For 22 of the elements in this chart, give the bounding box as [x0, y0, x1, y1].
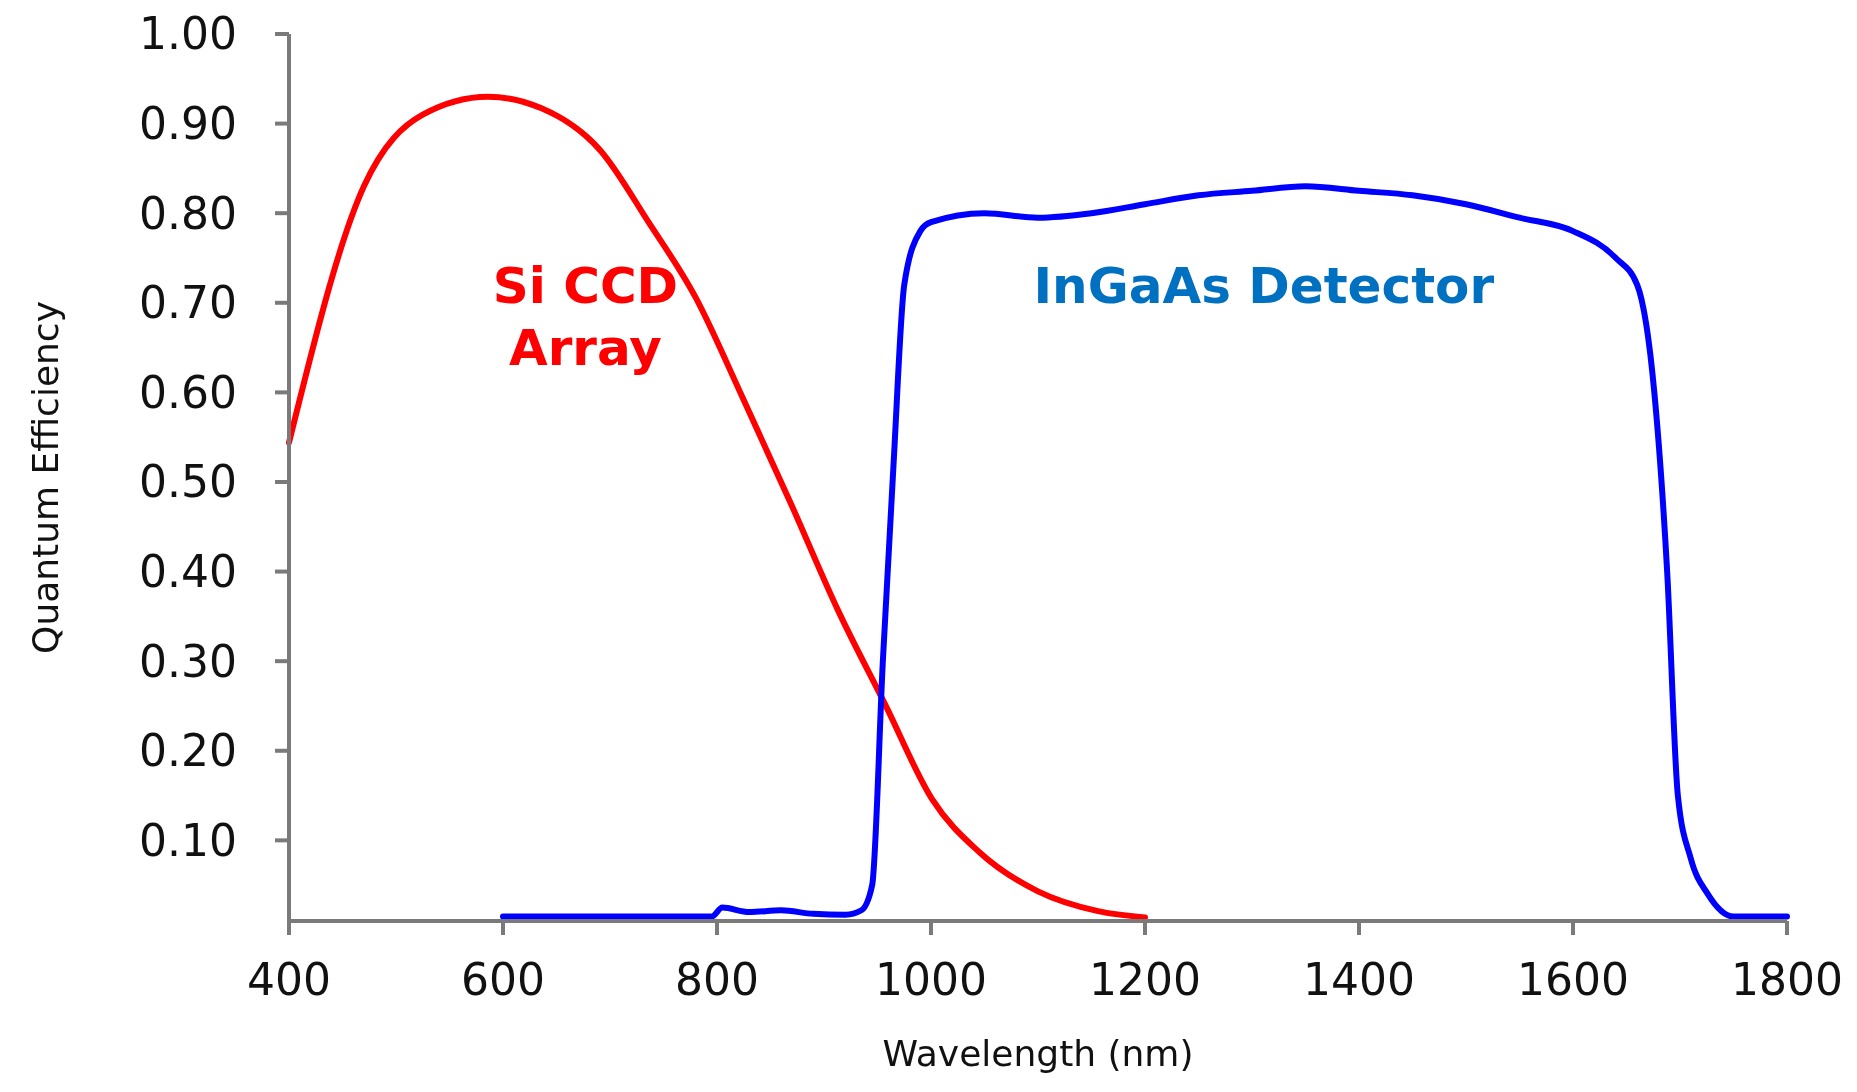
y-tick-label: 0.30 [139, 635, 237, 687]
x-tick-label: 800 [675, 954, 759, 1005]
y-tick-label: 0.60 [139, 366, 237, 418]
series-label: InGaAs Detector [1033, 256, 1495, 315]
x-tick-label: 600 [461, 954, 545, 1005]
x-tick-label: 1200 [1089, 954, 1201, 1005]
y-tick-label: 0.40 [139, 545, 237, 597]
y-tick-label: 0.70 [139, 277, 237, 329]
y-tick-label: 0.20 [139, 725, 237, 777]
y-tick-label: 0.80 [139, 187, 237, 239]
x-tick-label: 1600 [1517, 954, 1629, 1005]
x-axis-title: Wavelength (nm) [882, 1033, 1194, 1074]
y-tick-label: 0.50 [139, 456, 237, 508]
series-label: Si CCD Array [492, 256, 679, 377]
x-tick-label: 400 [247, 954, 331, 1005]
y-tick-label: 1.00 [139, 8, 237, 60]
x-tick-label: 1400 [1303, 954, 1415, 1005]
y-axis-title: Quantum Efficiency [25, 301, 66, 654]
y-tick-label: 0.10 [139, 814, 237, 866]
x-tick-label: 1000 [875, 954, 987, 1005]
y-tick-label: 0.90 [139, 98, 237, 149]
x-tick-label: 1800 [1731, 954, 1843, 1005]
